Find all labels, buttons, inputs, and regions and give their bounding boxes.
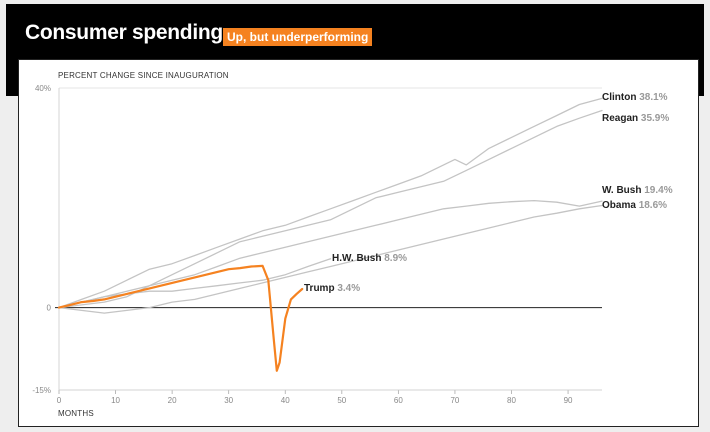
series-label-clinton: Clinton 38.1%	[602, 92, 668, 103]
series-name: Trump	[304, 283, 337, 294]
x-tick-label: 90	[564, 396, 573, 405]
x-tick-label: 10	[111, 396, 120, 405]
x-tick-label: 70	[450, 396, 459, 405]
series-final-value: 3.4%	[337, 283, 360, 294]
series-name: W. Bush	[602, 185, 644, 196]
line-chart: PERCENT CHANGE SINCE INAUGURATION MONTHS…	[32, 71, 673, 418]
series-final-value: 38.1%	[639, 92, 667, 103]
series-line-trump	[57, 264, 304, 372]
x-tick-label: 40	[281, 396, 290, 405]
series-label-obama: Obama 18.6%	[602, 200, 667, 211]
series-line-obama	[58, 204, 603, 314]
series-name: Obama	[602, 200, 639, 211]
series-label-reagan: Reagan 35.9%	[602, 113, 669, 124]
series-final-value: 8.9%	[384, 253, 407, 264]
series-label-h-w-bush: H.W. Bush 8.9%	[332, 253, 407, 264]
series-final-value: 19.4%	[644, 185, 672, 196]
subtitle-badge: Up, but underperforming	[223, 28, 373, 46]
series-name: Reagan	[602, 113, 641, 124]
series-final-value: 35.9%	[641, 113, 669, 124]
series-final-value: 18.6%	[639, 200, 667, 211]
series-line-h-w-bush	[58, 258, 332, 309]
x-tick-label: 80	[507, 396, 516, 405]
series-label-w-bush: W. Bush 19.4%	[602, 185, 673, 196]
series-line-clinton	[58, 97, 603, 309]
x-tick-label: 60	[394, 396, 403, 405]
series-label-trump: Trump 3.4%	[304, 283, 360, 294]
y-tick-label: 0	[47, 304, 52, 313]
y-axis-title: PERCENT CHANGE SINCE INAUGURATION	[58, 71, 229, 80]
y-tick-label: -15%	[32, 386, 51, 395]
chart-card: PERCENT CHANGE SINCE INAUGURATION MONTHS…	[18, 59, 699, 427]
series-name: H.W. Bush	[332, 253, 384, 264]
x-tick-label: 50	[337, 396, 346, 405]
y-tick-label: 40%	[35, 84, 51, 93]
x-tick-label: 30	[224, 396, 233, 405]
chart-title: Consumer spending	[25, 21, 223, 44]
series-name: Clinton	[602, 92, 639, 103]
x-tick-label: 0	[57, 396, 62, 405]
x-tick-label: 20	[168, 396, 177, 405]
x-axis-title: MONTHS	[58, 409, 94, 418]
series-line-w-bush	[58, 199, 603, 309]
